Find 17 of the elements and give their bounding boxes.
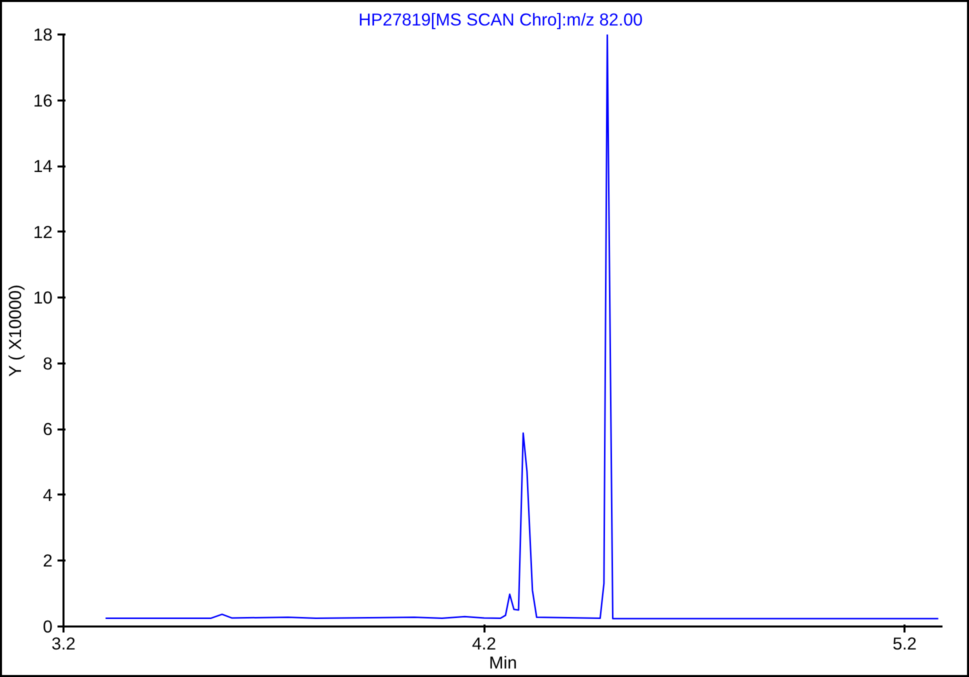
- x-tick-label: 4.2: [472, 634, 496, 654]
- y-tick-label: 6: [42, 419, 53, 440]
- y-tick-label: 0: [42, 616, 53, 636]
- y-tick-label: 8: [42, 353, 53, 374]
- line-series: [104, 34, 940, 620]
- y-tick-label: 2: [42, 550, 53, 571]
- y-axis-title: Y ( X10000): [5, 284, 26, 377]
- y-tick-label: 16: [33, 90, 53, 110]
- y-tick-label: 10: [33, 288, 53, 308]
- y-tick-label: 4: [42, 484, 53, 505]
- x-axis-title: Min: [489, 652, 517, 672]
- x-tick-label: 3.2: [51, 634, 76, 654]
- y-tick-label: 12: [33, 222, 53, 242]
- chart-title: HP27819[MS SCAN Chro]:m/z 82.00: [358, 10, 643, 30]
- y-tick-label: 14: [33, 156, 53, 176]
- x-tick-label: 5.2: [892, 634, 917, 654]
- y-tick-label: 18: [33, 24, 53, 44]
